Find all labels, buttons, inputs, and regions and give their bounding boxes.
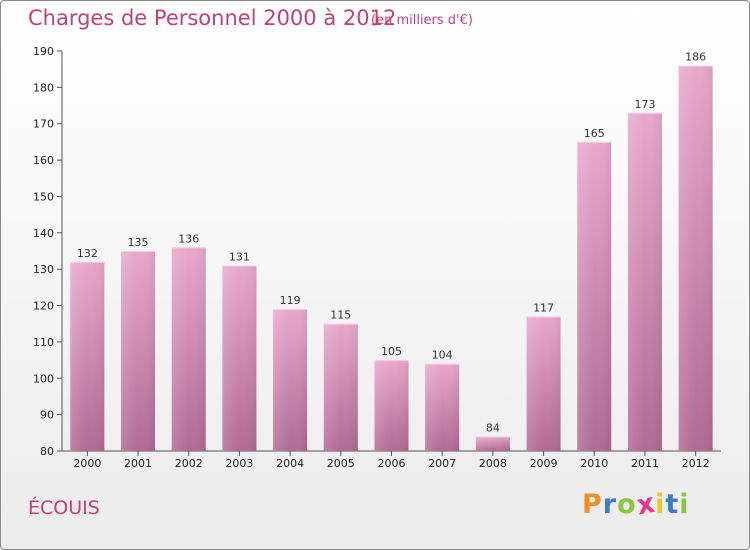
chart-title: Charges de Personnel 2000 à 2012 — [28, 6, 397, 30]
x-tick-label: 2007 — [428, 457, 456, 470]
logo-letter: i — [679, 489, 690, 520]
chart-bars — [70, 65, 713, 452]
bar-shine-2002 — [171, 247, 206, 451]
bar-shine-2011 — [627, 112, 662, 452]
y-tick-label: 110 — [33, 336, 54, 349]
chart-subtitle: (en milliers d'€) — [371, 13, 473, 28]
y-tick-label: 80 — [40, 445, 54, 458]
y-tick-label: 150 — [33, 190, 54, 203]
logo-letter: i — [655, 489, 666, 520]
y-tick-label: 130 — [33, 263, 54, 276]
proxiti-logo: Proxiti — [582, 488, 690, 522]
bar-value-label: 186 — [685, 51, 706, 64]
bar-value-label: 135 — [128, 236, 149, 249]
bar-value-label: 165 — [584, 127, 605, 140]
logo-letter: t — [665, 489, 680, 520]
bar-value-label: 136 — [178, 232, 199, 245]
y-tick-label: 120 — [33, 300, 54, 313]
bar-value-label: 132 — [77, 247, 98, 260]
x-tick-label: 2006 — [378, 457, 406, 470]
bar-value-label: 115 — [330, 309, 351, 322]
bar-value-label: 105 — [381, 345, 402, 358]
bar-value-label: 104 — [432, 349, 453, 362]
x-tick-label: 2011 — [631, 457, 659, 470]
logo-letter: P — [582, 489, 603, 520]
bar-shine-2007 — [425, 363, 460, 451]
bar-shine-2003 — [222, 265, 257, 451]
chart-axes: 80 90 100 110 120 130 140 150 160 170 180 190 2000 20… — [33, 45, 721, 470]
x-tick-label: 2002 — [175, 457, 203, 470]
y-tick-label: 160 — [33, 154, 54, 167]
bar-shine-2009 — [526, 316, 561, 451]
bar-value-label: 119 — [280, 294, 301, 307]
bar-shine-2004 — [273, 309, 308, 451]
bar-shine-2005 — [323, 323, 358, 451]
y-tick-label: 190 — [33, 45, 54, 58]
chart-labels: 132 135 136 131 119 115 105 104 84 117 165 173 186 — [77, 51, 706, 435]
x-tick-label: 2010 — [580, 457, 608, 470]
logo-letter: r — [602, 489, 618, 520]
y-tick-label: 90 — [40, 409, 54, 422]
bar-shine-2006 — [374, 360, 409, 451]
y-tick-label: 170 — [33, 118, 54, 131]
y-tick-label: 180 — [33, 81, 54, 94]
y-tick-label: 140 — [33, 227, 54, 240]
logo-letter: o — [617, 489, 637, 520]
x-tick-label: 2009 — [530, 457, 558, 470]
x-tick-label: 2004 — [276, 457, 304, 470]
bar-value-label: 173 — [634, 98, 655, 111]
y-tick-label: 100 — [33, 372, 54, 385]
bar-value-label: 84 — [486, 421, 500, 434]
x-tick-label: 2012 — [682, 457, 710, 470]
bar-value-label: 131 — [229, 251, 250, 264]
bar-shine-2012 — [678, 65, 713, 451]
x-tick-label: 2008 — [479, 457, 507, 470]
commune-name: ÉCOUIS — [28, 497, 100, 519]
bar-shine-2008 — [475, 436, 510, 451]
bar-shine-2010 — [577, 141, 612, 451]
bar-shine-2001 — [121, 251, 156, 451]
x-tick-label: 2000 — [73, 457, 101, 470]
x-tick-label: 2003 — [225, 457, 253, 470]
x-tick-label: 2005 — [327, 457, 355, 470]
bar-shine-2000 — [70, 261, 105, 451]
bar-value-label: 117 — [533, 301, 554, 314]
x-tick-label: 2001 — [124, 457, 152, 470]
